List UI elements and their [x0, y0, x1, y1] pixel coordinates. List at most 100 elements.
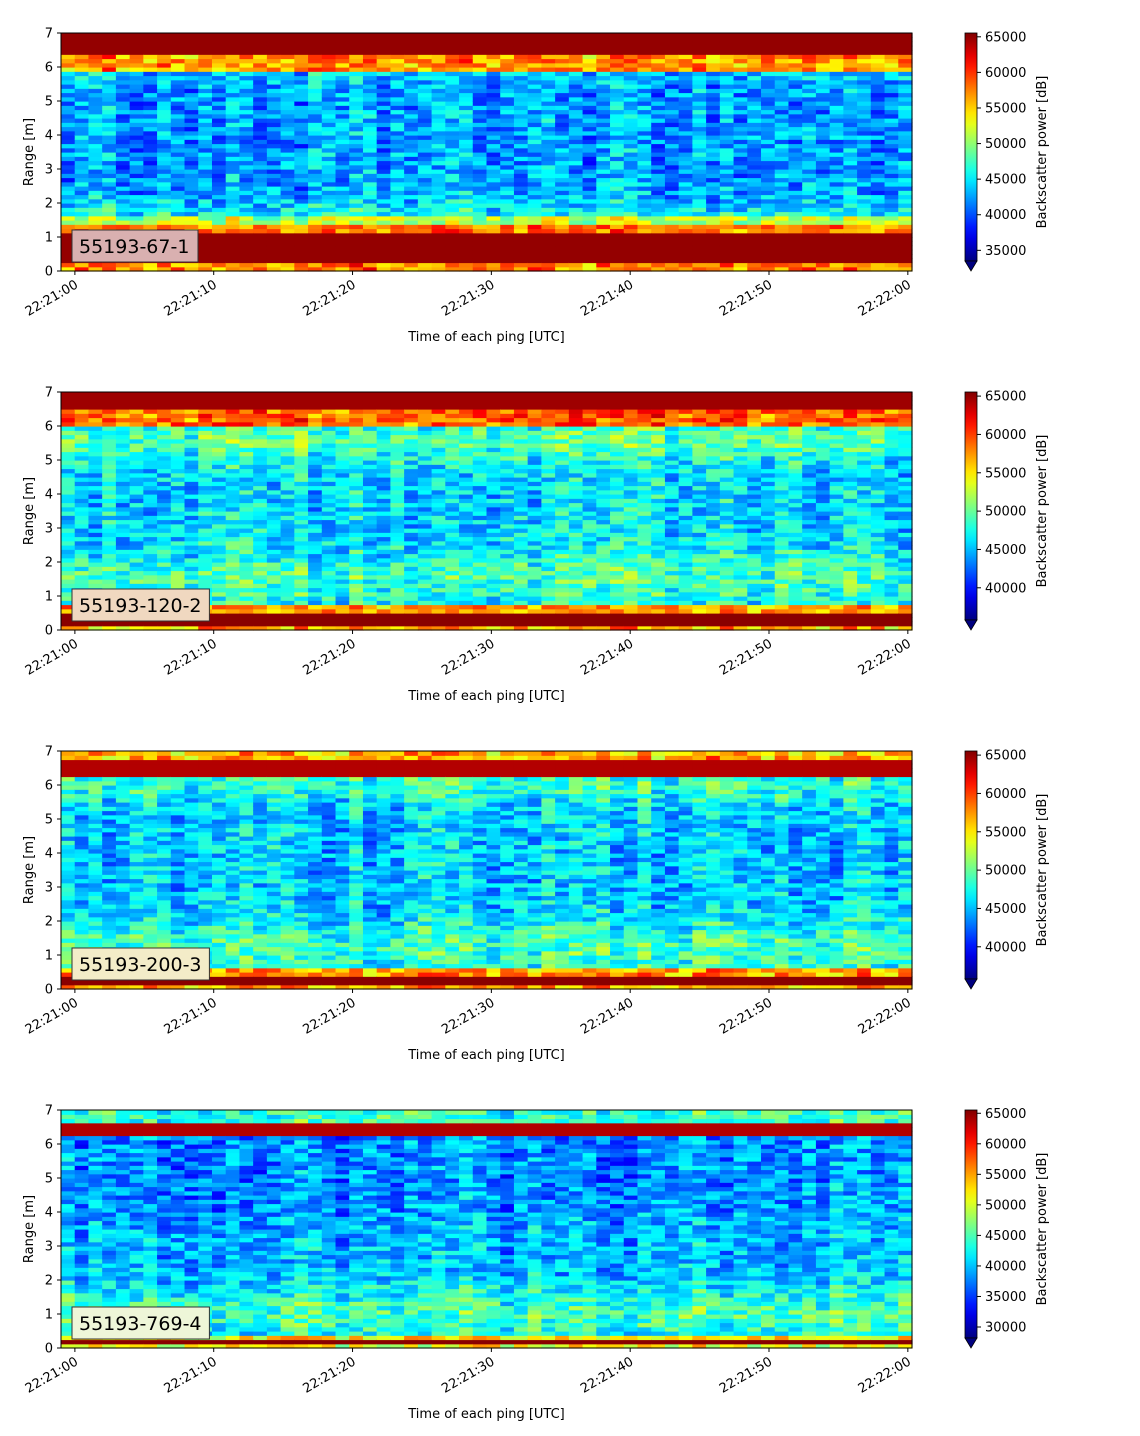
heatmap-cell — [211, 392, 227, 397]
heatmap-cell — [294, 443, 309, 448]
heatmap-cell — [225, 84, 241, 89]
heatmap-cell — [280, 45, 295, 51]
heatmap-cell — [184, 211, 199, 217]
heatmap-cell — [266, 96, 282, 102]
heatmap-cell — [404, 54, 419, 60]
heatmap-cell — [308, 254, 323, 259]
heatmap-cell — [376, 451, 392, 457]
heatmap-cell — [143, 472, 158, 478]
heatmap-cell — [88, 460, 103, 465]
heatmap-cell — [596, 54, 611, 60]
heatmap-cell — [321, 511, 337, 516]
heatmap-cell — [857, 92, 872, 98]
heatmap-cell — [610, 237, 625, 242]
heatmap-cell — [321, 139, 337, 145]
heatmap-cell — [898, 88, 913, 94]
heatmap-cell — [184, 41, 199, 47]
heatmap-cell — [266, 477, 282, 482]
heatmap-cell — [610, 67, 625, 72]
heatmap-cell — [747, 254, 762, 259]
heatmap-cell — [362, 203, 378, 208]
heatmap-cell — [802, 266, 817, 272]
heatmap-cell — [115, 88, 131, 94]
heatmap-cell — [513, 215, 529, 221]
heatmap-cell — [404, 613, 419, 618]
heatmap-cell — [898, 105, 913, 111]
heatmap-cell — [513, 198, 529, 204]
heatmap-cell — [266, 430, 282, 436]
heatmap-cell — [719, 105, 735, 111]
heatmap-cell — [143, 92, 158, 98]
heatmap-cell — [815, 33, 831, 38]
heatmap-cell — [143, 553, 158, 559]
heatmap-cell — [404, 169, 419, 174]
heatmap-cell — [541, 266, 556, 272]
heatmap-cell — [884, 147, 899, 153]
heatmap-cell — [815, 118, 831, 123]
heatmap-cell — [115, 139, 131, 145]
heatmap-cell — [335, 528, 350, 533]
heatmap-cell — [747, 194, 762, 200]
heatmap-cell — [500, 181, 515, 187]
heatmap-cell — [225, 600, 241, 606]
heatmap-cell — [349, 84, 364, 89]
heatmap-cell — [74, 220, 90, 225]
heatmap-cell — [266, 570, 282, 576]
heatmap-cell — [733, 122, 748, 128]
heatmap-cell — [637, 249, 652, 255]
heatmap-cell — [445, 156, 460, 162]
heatmap-cell — [61, 262, 76, 268]
heatmap-cell — [321, 105, 337, 111]
heatmap-cell — [637, 232, 652, 238]
heatmap-cell — [829, 92, 844, 98]
heatmap-cell — [102, 105, 117, 111]
heatmap-cell — [541, 169, 556, 174]
heatmap-cell — [349, 404, 364, 410]
heatmap-cell — [239, 528, 254, 533]
heatmap-cell — [376, 545, 392, 550]
heatmap-cell — [253, 557, 268, 563]
heatmap-cell — [115, 447, 131, 453]
heatmap-cell — [733, 147, 748, 153]
heatmap-cell — [362, 33, 378, 38]
heatmap-cell — [541, 135, 556, 140]
heatmap-cell — [349, 113, 364, 119]
heatmap-cell — [129, 515, 144, 521]
heatmap-cell — [610, 58, 625, 64]
heatmap-cell — [170, 404, 186, 410]
heatmap-cell — [733, 101, 748, 106]
heatmap-cell — [170, 152, 186, 157]
heatmap-cell — [362, 553, 378, 559]
heatmap-cell — [211, 262, 227, 268]
heatmap-cell — [266, 92, 282, 98]
heatmap-cell — [61, 50, 76, 55]
heatmap-cell — [211, 400, 227, 406]
heatmap-cell — [308, 417, 323, 423]
heatmap-cell — [294, 451, 309, 457]
heatmap-cell — [225, 545, 241, 550]
heatmap-cell — [253, 160, 268, 166]
heatmap-cell — [870, 190, 886, 196]
heatmap-cell — [253, 443, 268, 448]
heatmap-cell — [719, 50, 735, 55]
heatmap-cell — [610, 33, 625, 38]
heatmap-cell — [225, 502, 241, 508]
heatmap-cell — [294, 45, 309, 51]
heatmap-cell — [253, 400, 268, 406]
heatmap-cell — [541, 152, 556, 157]
heatmap-cell — [582, 186, 597, 191]
heatmap-cell — [404, 515, 419, 521]
heatmap-cell — [664, 143, 680, 149]
heatmap-cell — [417, 173, 433, 179]
heatmap-cell — [129, 434, 144, 440]
heatmap-cell — [280, 438, 295, 444]
heatmap-cell — [157, 160, 172, 166]
heatmap-cell — [321, 477, 337, 482]
heatmap-cell — [280, 625, 295, 631]
heatmap-cell — [884, 135, 899, 140]
heatmap-cell — [157, 215, 172, 221]
heatmap-cell — [349, 566, 364, 572]
heatmap-cell — [157, 519, 172, 525]
heatmap-cell — [513, 101, 529, 106]
heatmap-cell — [280, 58, 295, 64]
